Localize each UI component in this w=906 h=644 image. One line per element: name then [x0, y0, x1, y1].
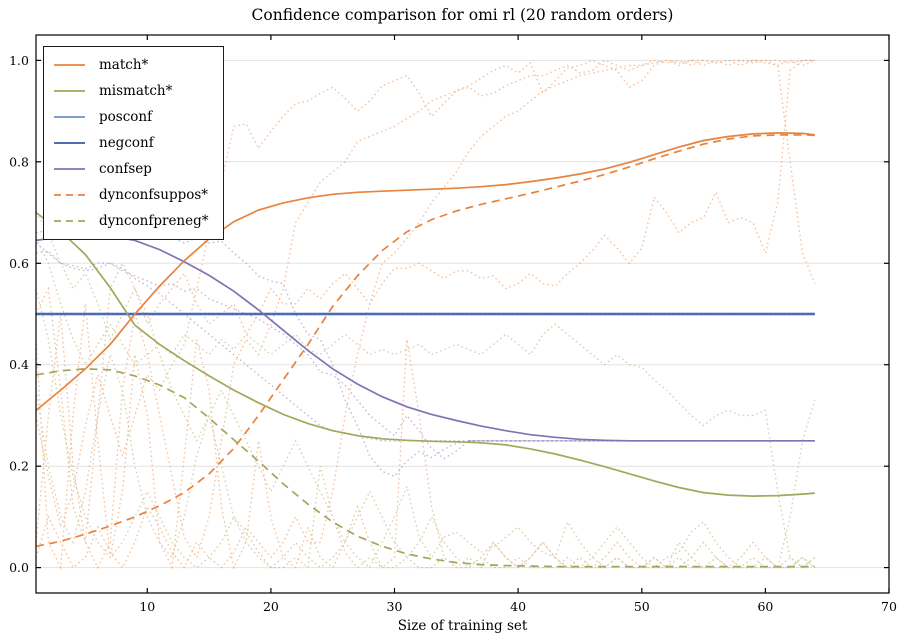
legend-item-dynconfsuppos: dynconfsuppos*	[53, 182, 209, 208]
individual-run-line	[35, 237, 816, 569]
y-tick-label: 0.0	[9, 560, 29, 575]
legend-line-sample	[54, 168, 85, 170]
series-line-mismatch	[35, 211, 815, 497]
legend-label: mismatch*	[99, 83, 173, 99]
legend-line-sample	[54, 220, 85, 222]
x-tick-label: 40	[510, 599, 526, 614]
legend-item-match: match*	[53, 52, 209, 78]
series-line-dynconfsuppos	[35, 134, 815, 548]
y-tick-label: 0.2	[9, 459, 29, 474]
legend-item-posconf: posconf	[53, 104, 209, 130]
legend-label: confsep	[99, 161, 152, 177]
y-tick-label: 1.0	[9, 53, 29, 68]
individual-run-line	[35, 59, 816, 570]
individual-run-line	[35, 352, 816, 569]
legend-label: dynconfsuppos*	[99, 187, 209, 203]
x-tick-label: 10	[139, 599, 155, 614]
individual-run-line	[35, 59, 815, 543]
legend-item-confsep: confsep	[53, 156, 209, 182]
individual-run-line	[35, 59, 816, 530]
y-tick-label: 0.8	[9, 154, 29, 169]
individual-run-line	[35, 303, 816, 571]
legend-label: posconf	[99, 109, 153, 125]
legend: match* mismatch* posconf negconf confsep dync…	[43, 46, 224, 240]
legend-line-sample	[54, 90, 85, 92]
series-line-confsep	[35, 234, 815, 442]
y-tick-label: 0.6	[9, 256, 29, 271]
legend-label: dynconfpreneg*	[99, 213, 209, 229]
individual-run-line	[35, 242, 815, 460]
series-line-dynconfpreneg	[35, 367, 815, 568]
legend-item-negconf: negconf	[53, 130, 209, 156]
legend-line-sample	[54, 116, 85, 118]
series-line-match	[35, 132, 815, 412]
overlay-run-lines	[36, 313, 815, 442]
legend-label: match*	[99, 57, 149, 73]
tick-labels: 10 20 30 40 50 60 70 0.0 0.2 0.4 0.6 0.8 1.0	[9, 53, 897, 614]
plot-frame	[35, 34, 890, 594]
x-tick-label: 30	[387, 599, 403, 614]
legend-line-sample	[54, 142, 85, 144]
chart-title: Confidence comparison for omi rl (20 ran…	[251, 6, 674, 24]
legend-item-mismatch: mismatch*	[53, 78, 209, 104]
y-tick-label: 0.4	[9, 357, 29, 372]
legend-line-sample	[54, 194, 85, 196]
x-tick-label: 70	[881, 599, 897, 614]
legend-label: negconf	[99, 135, 154, 151]
individual-run-line	[35, 59, 815, 569]
legend-item-dynconfpreneg: dynconfpreneg*	[53, 208, 209, 234]
x-tick-label: 20	[263, 599, 279, 614]
x-tick-label: 60	[757, 599, 773, 614]
x-axis-label: Size of training set	[397, 618, 528, 634]
x-tick-label: 50	[634, 599, 650, 614]
individual-run-line	[35, 212, 816, 569]
legend-line-sample	[54, 64, 85, 66]
tick-marks	[36, 35, 890, 593]
